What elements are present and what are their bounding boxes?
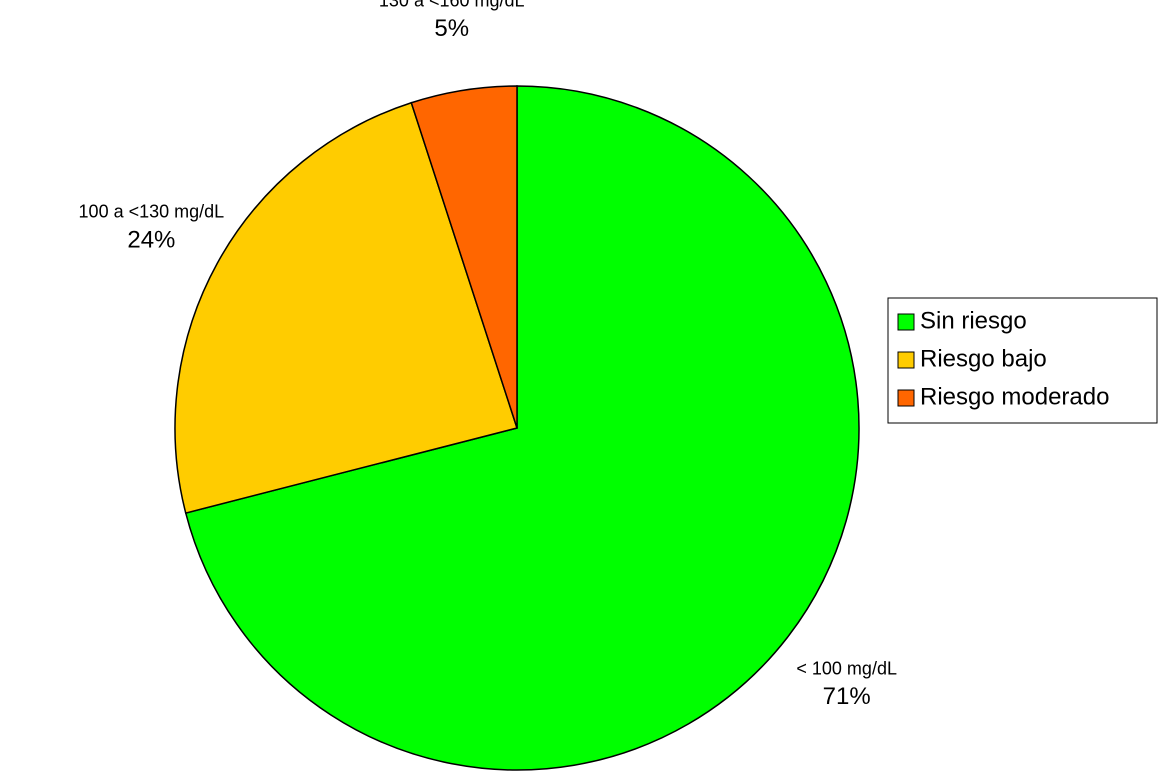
legend-box xyxy=(887,297,1158,424)
legend-label: Riesgo bajo xyxy=(920,345,1047,372)
legend-label: Sin riesgo xyxy=(920,307,1027,334)
legend-label: Riesgo moderado xyxy=(920,383,1109,410)
value-label: 71% xyxy=(823,683,871,710)
pie-slice xyxy=(410,85,518,429)
legend-swatch xyxy=(897,389,915,407)
slice-label: 100 a <130 mg/dL xyxy=(79,202,225,222)
legend-swatch xyxy=(897,351,915,369)
pie-slice xyxy=(184,85,860,771)
value-label: 24% xyxy=(127,226,175,253)
value-label: 5% xyxy=(434,15,469,42)
slice-label: 130 a <160 mg/dL xyxy=(379,0,525,11)
slice-label: < 100 mg/dL xyxy=(796,658,897,678)
pie-slice xyxy=(174,101,518,514)
legend-swatch xyxy=(897,313,915,331)
